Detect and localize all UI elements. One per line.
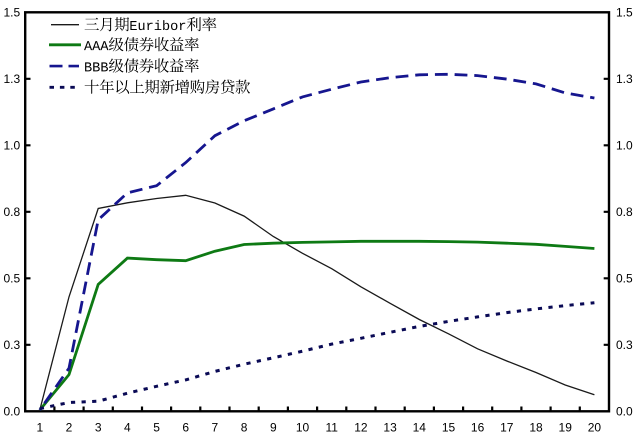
svg-text:14: 14: [413, 421, 427, 435]
svg-text:1: 1: [36, 421, 43, 435]
svg-text:1.3: 1.3: [616, 72, 633, 86]
svg-text:3: 3: [95, 421, 102, 435]
svg-text:12: 12: [354, 421, 368, 435]
svg-text:19: 19: [559, 421, 573, 435]
svg-text:1.3: 1.3: [4, 72, 21, 86]
svg-text:1.0: 1.0: [4, 139, 21, 153]
svg-text:15: 15: [442, 421, 456, 435]
svg-text:2: 2: [66, 421, 73, 435]
svg-text:0.5: 0.5: [4, 272, 21, 286]
svg-text:0.8: 0.8: [616, 205, 633, 219]
svg-text:0.5: 0.5: [616, 272, 633, 286]
svg-text:4: 4: [124, 421, 131, 435]
svg-text:5: 5: [153, 421, 160, 435]
svg-text:0.3: 0.3: [616, 338, 633, 352]
svg-text:13: 13: [383, 421, 397, 435]
svg-text:1.5: 1.5: [4, 6, 21, 20]
svg-text:9: 9: [270, 421, 277, 435]
svg-text:18: 18: [529, 421, 543, 435]
svg-text:16: 16: [471, 421, 485, 435]
svg-text:1.5: 1.5: [616, 6, 633, 20]
svg-text:0.0: 0.0: [616, 405, 633, 419]
svg-text:1.0: 1.0: [616, 139, 633, 153]
svg-text:20: 20: [588, 421, 602, 435]
svg-text:0.0: 0.0: [4, 405, 21, 419]
svg-text:10: 10: [296, 421, 310, 435]
svg-text:8: 8: [241, 421, 248, 435]
svg-text:6: 6: [182, 421, 189, 435]
svg-text:7: 7: [212, 421, 219, 435]
svg-text:11: 11: [325, 421, 338, 435]
svg-text:17: 17: [500, 421, 514, 435]
svg-text:0.8: 0.8: [4, 205, 21, 219]
svg-text:0.3: 0.3: [4, 338, 21, 352]
